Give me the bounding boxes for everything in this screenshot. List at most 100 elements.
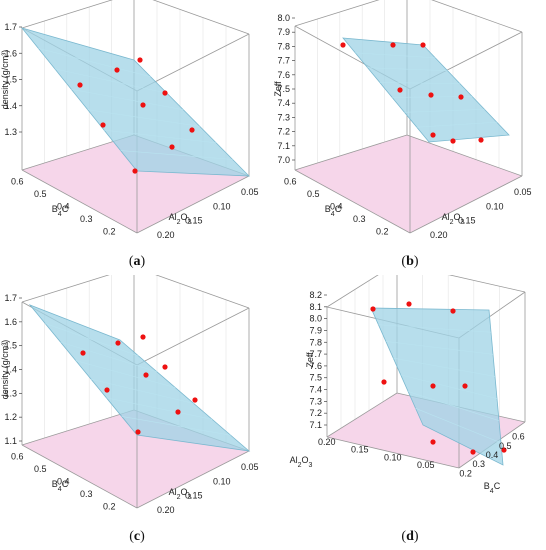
x-tick-label: 0.4 <box>486 450 499 460</box>
z-tick-label: 7.7 <box>277 56 290 66</box>
surface-contour <box>75 360 176 388</box>
data-point-1 <box>80 350 86 356</box>
x-axis-label: B4C <box>484 481 501 495</box>
data-point-2 <box>406 301 412 307</box>
data-point-3 <box>115 340 121 346</box>
y-tick-label: 0.10 <box>213 476 231 486</box>
data-point-4 <box>140 334 146 340</box>
data-point-7 <box>430 439 436 445</box>
z-tick-label: 1.7 <box>4 22 17 32</box>
panel-caption: (c) <box>129 529 145 544</box>
surface-contour <box>367 67 448 72</box>
x-tick-label: 0.6 <box>284 176 297 186</box>
y-tick-label: 0.15 <box>351 445 369 455</box>
x-axis-label-part: 4 <box>490 488 494 495</box>
z-tick-label: 7.2 <box>277 127 290 137</box>
y-axis-label: Al2O3 <box>169 212 192 226</box>
chart-panel-c: 1.7 1.6 1.5 1.4 1.3 1.2 1.1 density (g/cm³) 0.6 0… <box>0 275 273 550</box>
z-tick-label: 7.3 <box>309 396 322 406</box>
surface-contour <box>121 416 231 436</box>
box-edge <box>21 0 113 29</box>
data-point-2 <box>100 122 106 128</box>
y-tick-label: 0.10 <box>213 201 231 211</box>
box-edge <box>294 169 411 234</box>
z-tick-label: 1.3 <box>4 127 17 137</box>
y-tick-label: 0.10 <box>384 452 402 462</box>
z-tick-label: 7.7 <box>309 349 322 359</box>
data-point-5 <box>428 92 434 98</box>
data-point-6 <box>462 383 468 389</box>
box-edge <box>155 275 250 309</box>
z-tick-label: 7.4 <box>309 385 322 395</box>
y-axis-label-part: 2 <box>450 219 454 226</box>
data-point-7 <box>430 132 436 138</box>
surface-contour <box>378 324 492 333</box>
data-point-5 <box>143 372 149 378</box>
surface-contour <box>91 378 194 404</box>
box-edge <box>21 275 110 303</box>
x-axis-label-part: C <box>62 204 69 214</box>
x-axis-label-part: B <box>52 479 58 489</box>
data-point-6 <box>162 90 168 96</box>
chart-panel-a: 1.7 1.6 1.5 1.4 1.3 density (g/cm³) 0.6 0.5 0.4 0… <box>0 0 273 275</box>
panel-caption: (b) <box>401 254 418 269</box>
data-point-3 <box>114 67 120 73</box>
chart-panel-b: 8.0 7.9 7.8 7.7 7.6 7.5 7.4 7.3 7.2 7.1 7.0 Zeff 0.6… <box>273 0 546 275</box>
panel-caption-letter: b <box>406 254 414 269</box>
panel-caption: (d) <box>401 529 418 544</box>
y-axis-label-part: 2 <box>177 219 181 226</box>
y-axis-label: Al2O3 <box>169 487 192 501</box>
panel-caption-letter: c <box>134 529 140 544</box>
x-tick-label: 0.2 <box>376 227 389 237</box>
z-tick-label: 7.9 <box>277 27 290 37</box>
x-tick-label: 0.6 <box>11 451 24 461</box>
surface-contour <box>104 129 217 144</box>
x-tick-label: 0.5 <box>34 464 47 474</box>
data-point-9 <box>132 168 138 174</box>
z-tick-label: 7.6 <box>309 361 322 371</box>
y-axis-label-part: O <box>181 487 188 497</box>
surface-contour <box>415 408 502 444</box>
box-edge <box>21 169 138 234</box>
x-tick-label: 0.6 <box>11 176 24 186</box>
data-point-2 <box>390 42 396 48</box>
box-edge <box>406 134 523 177</box>
z-tick-label: 1.5 <box>4 341 17 351</box>
y-tick-label: 0.20 <box>157 505 175 515</box>
z-tick-label: 7.2 <box>309 408 322 418</box>
y-axis-label-part: 2 <box>298 462 302 469</box>
x-axis-label-part: C <box>494 481 501 491</box>
z-tick-label: 8.2 <box>309 290 322 300</box>
z-tick-label: 1.4 <box>4 101 17 111</box>
surface-contour <box>38 48 151 77</box>
surface-plot-b: 8.0 7.9 7.8 7.7 7.6 7.5 7.4 7.3 7.2 7.1 7.0 Zeff 0.6… <box>273 0 532 269</box>
z-tick-label: 7.9 <box>309 325 322 335</box>
surface-contour <box>379 82 460 84</box>
panel-caption-letter: a <box>134 254 141 269</box>
z-axis-label: density (g/cm³) <box>0 50 10 110</box>
y-axis-label-part: 2 <box>177 494 181 501</box>
z-axis-label: density (g/cm³) <box>0 340 10 400</box>
data-point-7 <box>175 409 181 415</box>
surface-contour <box>400 374 498 399</box>
x-tick-label: 0.4 <box>57 202 70 212</box>
data-point-4 <box>137 57 143 63</box>
z-axis-label: Zeff <box>273 81 283 97</box>
surface-contour <box>385 341 494 355</box>
y-tick-label: 0.05 <box>241 462 259 472</box>
x-axis-label-part: 4 <box>58 211 62 218</box>
y-axis-label-part: Al <box>442 212 450 222</box>
y-axis-label-part: 3 <box>188 219 192 226</box>
surface-contour <box>408 391 500 421</box>
z-tick-label: 7.3 <box>277 112 290 122</box>
box-edge <box>326 436 460 469</box>
box-edge <box>152 0 250 35</box>
y-axis-label-part: 3 <box>461 219 465 226</box>
x-tick-label: 0.6 <box>512 432 525 442</box>
data-point-8 <box>450 138 456 144</box>
surface-contour <box>120 150 233 160</box>
x-axis-label-part: B <box>325 204 331 214</box>
data-point-4 <box>381 379 387 385</box>
z-tick-label: 8.1 <box>309 302 322 312</box>
y-axis-label-part: Al <box>169 487 177 497</box>
